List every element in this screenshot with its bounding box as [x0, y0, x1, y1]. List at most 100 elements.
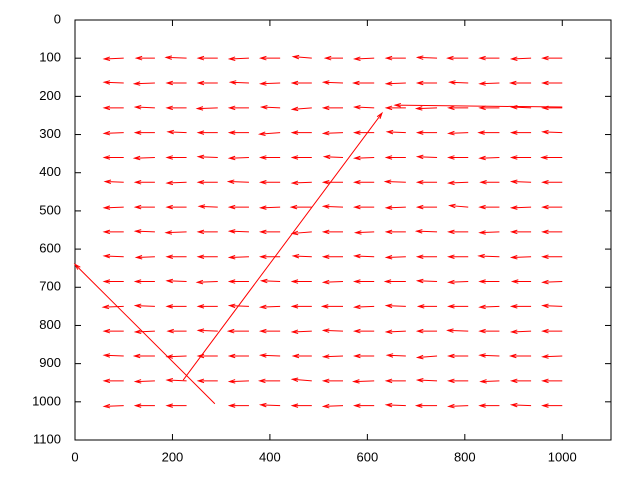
- vector-arrow: [102, 353, 124, 358]
- vector: [478, 353, 500, 358]
- vector-arrow: [134, 255, 155, 260]
- vector-arrow: [352, 80, 375, 86]
- vector-arrow: [257, 131, 281, 136]
- vector: [258, 81, 281, 86]
- vector: [478, 279, 500, 284]
- vector-arrow: [508, 353, 532, 359]
- vector-arrow: [196, 229, 218, 235]
- vector-arrow: [258, 402, 281, 408]
- vector: [510, 279, 532, 284]
- vector: [259, 278, 281, 284]
- vector: [258, 155, 281, 160]
- vector: [447, 229, 469, 235]
- vector: [321, 403, 344, 409]
- vector: [291, 353, 312, 359]
- vector-arrow: [102, 105, 124, 111]
- vector-arrow: [102, 378, 124, 384]
- vector: [353, 253, 375, 259]
- vector: [165, 354, 187, 359]
- vector-arrow: [102, 155, 124, 160]
- vector: [197, 204, 218, 209]
- vector-arrow: [227, 303, 249, 309]
- vector: [227, 229, 249, 234]
- vector: [165, 180, 187, 186]
- vector-arrow: [541, 254, 563, 259]
- vector: [509, 130, 532, 135]
- vector: [478, 230, 500, 235]
- vector-arrow: [540, 155, 563, 160]
- vector: [447, 353, 469, 359]
- vector: [290, 130, 312, 135]
- vector-arrow: [384, 329, 406, 334]
- vector: [509, 205, 532, 210]
- vector-arrow: [447, 353, 469, 359]
- x-tick-label: 400: [259, 449, 281, 464]
- vector-arrow: [385, 129, 406, 135]
- vector: [384, 378, 406, 384]
- vector-arrow: [165, 180, 187, 186]
- vector: [321, 378, 343, 384]
- vector-arrow: [541, 403, 563, 408]
- vector-arrow: [102, 403, 124, 409]
- vector: [414, 106, 438, 111]
- vector: [196, 378, 218, 384]
- vector: [384, 229, 406, 235]
- vector-arrow: [509, 255, 532, 260]
- vector: [196, 154, 218, 160]
- y-tick-label: 800: [39, 317, 61, 332]
- vector: [132, 353, 155, 359]
- vector: [196, 80, 218, 86]
- vector-arrow: [102, 229, 124, 235]
- vector-arrow: [258, 205, 281, 210]
- vector-arrow: [541, 378, 563, 384]
- vector: [291, 253, 312, 259]
- vector: [353, 328, 375, 334]
- vector-arrow: [416, 304, 438, 309]
- vector: [541, 254, 563, 259]
- vector: [414, 403, 438, 408]
- vector-arrow: [321, 378, 343, 384]
- vector: [165, 80, 187, 86]
- vector-arrow: [182, 111, 383, 381]
- vector: [227, 105, 249, 111]
- vector-arrow: [165, 278, 187, 284]
- vector: [102, 229, 124, 235]
- vector: [478, 328, 500, 334]
- vector-arrow: [321, 130, 344, 136]
- vector: [133, 303, 155, 309]
- vector: [102, 155, 124, 160]
- vector: [415, 328, 438, 334]
- vector-arrow: [290, 106, 312, 112]
- vector-arrow: [541, 80, 563, 86]
- vector-arrow: [323, 55, 343, 61]
- vector-arrow: [415, 378, 438, 383]
- vector: [448, 80, 469, 85]
- x-tick-label: 0: [71, 449, 78, 464]
- vector-arrow: [259, 278, 281, 284]
- x-tick-label: 800: [454, 449, 476, 464]
- vector-arrow: [447, 105, 469, 111]
- vector: [541, 354, 563, 359]
- vector-arrow: [259, 105, 281, 110]
- vector-arrow: [290, 230, 312, 236]
- vector-arrow: [195, 279, 218, 285]
- vector: [258, 304, 281, 310]
- vector: [102, 279, 124, 284]
- vector: [478, 155, 500, 161]
- vector-arrow: [510, 279, 532, 284]
- vector-arrow: [102, 279, 124, 284]
- vector-arrow: [258, 155, 281, 160]
- vector: [384, 255, 406, 260]
- vector-arrow: [353, 204, 375, 210]
- vector-arrow: [133, 403, 155, 408]
- vector-arrow: [290, 403, 312, 408]
- vector: [227, 255, 249, 260]
- vector: [415, 130, 438, 135]
- vector-arrow: [393, 102, 563, 108]
- vector: [290, 329, 312, 334]
- vector: [290, 304, 312, 309]
- vector: [321, 130, 344, 136]
- vector: [415, 354, 438, 360]
- vector-arrow: [165, 80, 187, 86]
- vector: [384, 402, 406, 408]
